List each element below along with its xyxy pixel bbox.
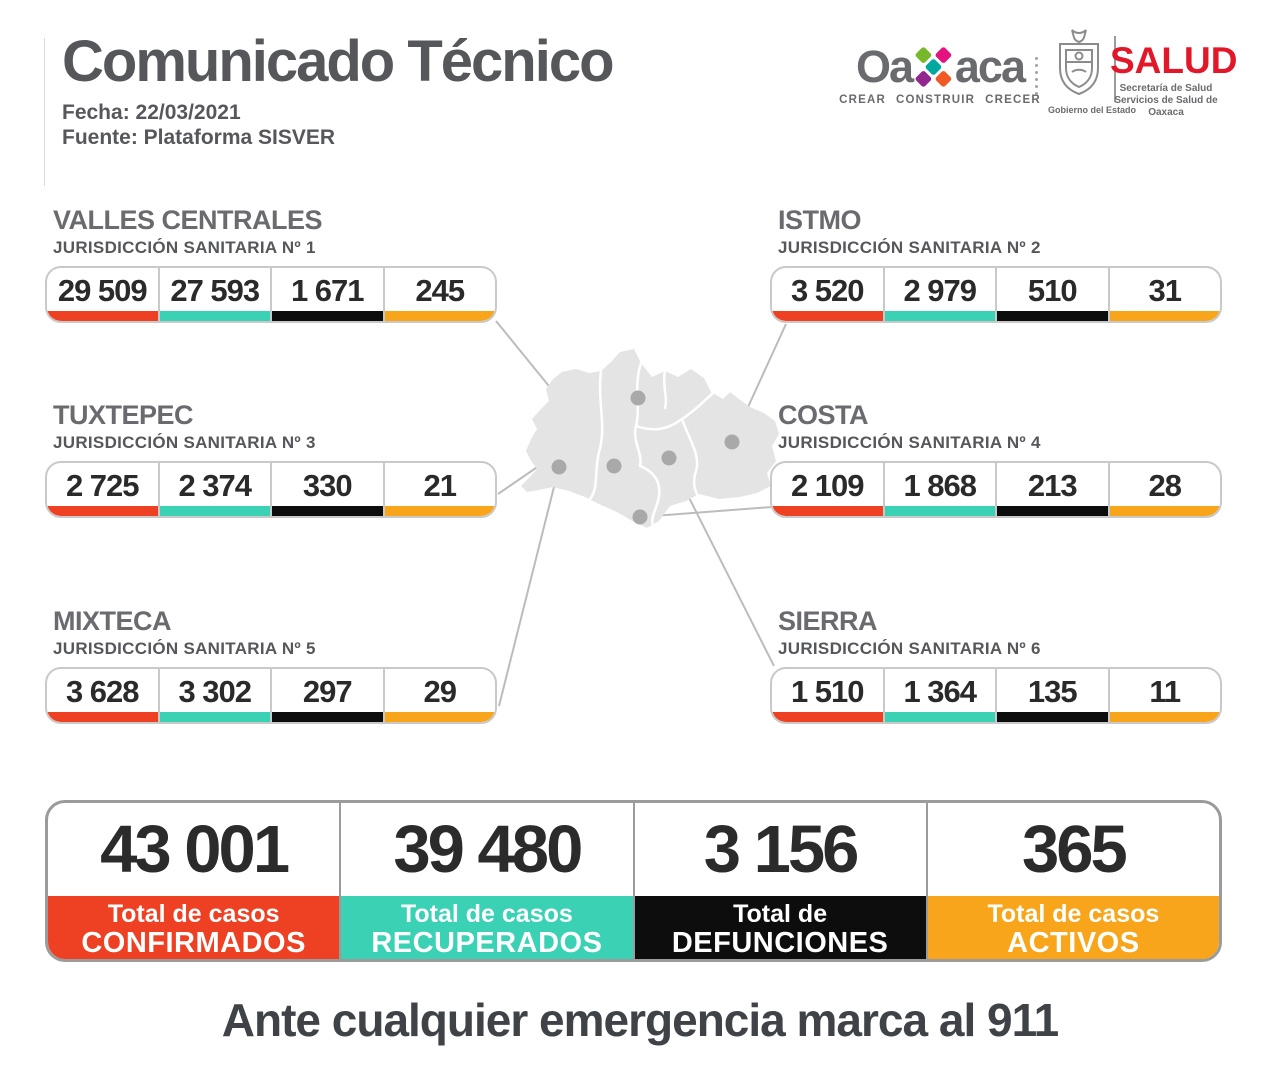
region-card-valles-centrales: VALLES CENTRALES JURISDICCIÓN SANITARIA … — [45, 205, 497, 323]
region-stat-card: 2 109 1 868 213 28 — [770, 461, 1222, 518]
region-marker-dots — [551, 390, 740, 525]
total-deaths-value: 3 156 — [703, 812, 860, 887]
region-stat-card: 29 509 27 593 1 671 245 — [45, 266, 497, 323]
tagline-construir: CONSTRUIR — [895, 94, 976, 106]
confirmed-cell: 3 520 — [772, 268, 883, 321]
oaxaca-word-prefix: Oa — [856, 41, 914, 92]
region-card-costa: COSTA JURISDICCIÓN SANITARIA Nº 4 2 109 … — [770, 400, 1222, 518]
deaths-cell: 213 — [995, 463, 1108, 516]
active-cell: 31 — [1107, 268, 1220, 321]
region-name: SIERRA — [778, 606, 878, 636]
tagline-crear: CREAR — [839, 94, 886, 106]
deaths-cell: 1 671 — [270, 268, 383, 321]
region-jurisdiction: JURISDICCIÓN SANITARIA Nº 4 — [778, 433, 1041, 452]
total-deaths-label: Total de DEFUNCIONES — [634, 896, 926, 959]
deaths-cell: 330 — [270, 463, 383, 516]
salud-subtitle-1: Secretaría de Salud — [1119, 83, 1213, 94]
region-jurisdiction: JURISDICCIÓN SANITARIA Nº 3 — [53, 433, 316, 452]
emergency-message: Ante cualquier emergencia marca al 911 — [221, 994, 1059, 1046]
recovered-cell: 1 364 — [882, 669, 995, 722]
region-name: VALLES CENTRALES — [53, 205, 323, 235]
deaths-cell: 510 — [995, 268, 1108, 321]
region-jurisdiction: JURISDICCIÓN SANITARIA Nº 2 — [778, 238, 1041, 257]
total-recovered-label: Total de casos RECUPERADOS — [341, 896, 633, 959]
crest-caption: Gobierno del Estado — [1048, 105, 1137, 115]
confirmed-cell: 3 628 — [47, 669, 158, 722]
oaxaca-tagline: CREAR CONSTRUIR CRECER — [839, 94, 1040, 106]
region-stat-card: 3 520 2 979 510 31 — [770, 266, 1222, 323]
region-stat-card: 3 628 3 302 297 29 — [45, 667, 497, 724]
report-source: Fuente: Plataforma SISVER — [62, 126, 336, 149]
oaxaca-brand-logo: Oa aca CREAR CONSTRUIR CRECER — [839, 41, 1040, 106]
deaths-cell: 135 — [995, 669, 1108, 722]
totals-summary-card: 43 001 Total de casos CONFIRMADOS 39 480… — [45, 800, 1222, 962]
confirmed-cell: 2 109 — [772, 463, 883, 516]
connector-lines — [495, 320, 787, 707]
total-confirmed-label: Total de casos CONFIRMADOS — [48, 896, 340, 959]
region-jurisdiction: JURISDICCIÓN SANITARIA Nº 5 — [53, 639, 316, 658]
active-cell: 21 — [382, 463, 495, 516]
active-cell: 11 — [1107, 669, 1220, 722]
region-name: TUXTEPEC — [53, 400, 194, 430]
total-confirmed-value: 43 001 — [100, 812, 290, 887]
region-borders — [587, 361, 715, 528]
header-rule — [44, 38, 45, 186]
salud-subtitle-2: Servicios de Salud de Oaxaca — [1114, 95, 1218, 118]
region-card-istmo: ISTMO JURISDICCIÓN SANITARIA Nº 2 3 520 … — [770, 205, 1222, 323]
total-active-value: 365 — [1021, 812, 1128, 887]
region-name: ISTMO — [778, 205, 862, 235]
tagline-bullet-pink-icon — [978, 97, 983, 103]
tagline-crecer: CRECER — [985, 94, 1041, 106]
region-name: MIXTECA — [53, 606, 172, 636]
recovered-cell: 1 868 — [882, 463, 995, 516]
confirmed-cell: 2 725 — [47, 463, 158, 516]
region-card-sierra: SIERRA JURISDICCIÓN SANITARIA Nº 6 1 510… — [770, 606, 1222, 724]
region-card-tuxtepec: TUXTEPEC JURISDICCIÓN SANITARIA Nº 3 2 7… — [45, 400, 497, 518]
total-active-label: Total de casos ACTIVOS — [927, 896, 1219, 959]
recovered-cell: 2 374 — [157, 463, 270, 516]
active-cell: 28 — [1107, 463, 1220, 516]
total-deaths: 3 156 Total de DEFUNCIONES — [632, 803, 926, 959]
active-cell: 245 — [382, 268, 495, 321]
total-active: 365 Total de casos ACTIVOS — [925, 803, 1219, 959]
tagline-bullet-orange-icon — [888, 97, 894, 103]
state-crest: Gobierno del Estado — [1048, 28, 1137, 115]
region-jurisdiction: JURISDICCIÓN SANITARIA Nº 1 — [53, 238, 316, 257]
region-stat-card: 1 510 1 364 135 11 — [770, 667, 1222, 724]
region-jurisdiction: JURISDICCIÓN SANITARIA Nº 6 — [778, 639, 1041, 658]
dotted-separator — [1035, 57, 1038, 95]
region-stat-card: 2 725 2 374 330 21 — [45, 461, 497, 518]
region-name: COSTA — [778, 400, 869, 430]
report-date: Fecha: 22/03/2021 — [62, 101, 241, 124]
recovered-cell: 27 593 — [157, 268, 270, 321]
salud-title: SALUD — [1110, 40, 1238, 81]
oaxaca-state-silhouette — [521, 349, 779, 528]
recovered-cell: 2 979 — [882, 268, 995, 321]
recovered-cell: 3 302 — [157, 669, 270, 722]
total-recovered-value: 39 480 — [393, 812, 583, 887]
oaxaca-x-logo-icon — [915, 46, 952, 87]
deaths-cell: 297 — [270, 669, 383, 722]
confirmed-cell: 29 509 — [47, 268, 158, 321]
total-confirmed: 43 001 Total de casos CONFIRMADOS — [48, 803, 340, 959]
confirmed-cell: 1 510 — [772, 669, 883, 722]
oaxaca-word-suffix: aca — [954, 41, 1026, 92]
salud-logo: SALUD Secretaría de Salud Servicios de S… — [1110, 40, 1238, 119]
logo-divider — [1114, 36, 1116, 102]
region-card-mixteca: MIXTECA JURISDICCIÓN SANITARIA Nº 5 3 62… — [45, 606, 497, 724]
total-recovered: 39 480 Total de casos RECUPERADOS — [339, 803, 633, 959]
state-crest-icon — [1059, 29, 1099, 96]
active-cell: 29 — [382, 669, 495, 722]
page-title: Comunicado Técnico — [62, 29, 615, 94]
